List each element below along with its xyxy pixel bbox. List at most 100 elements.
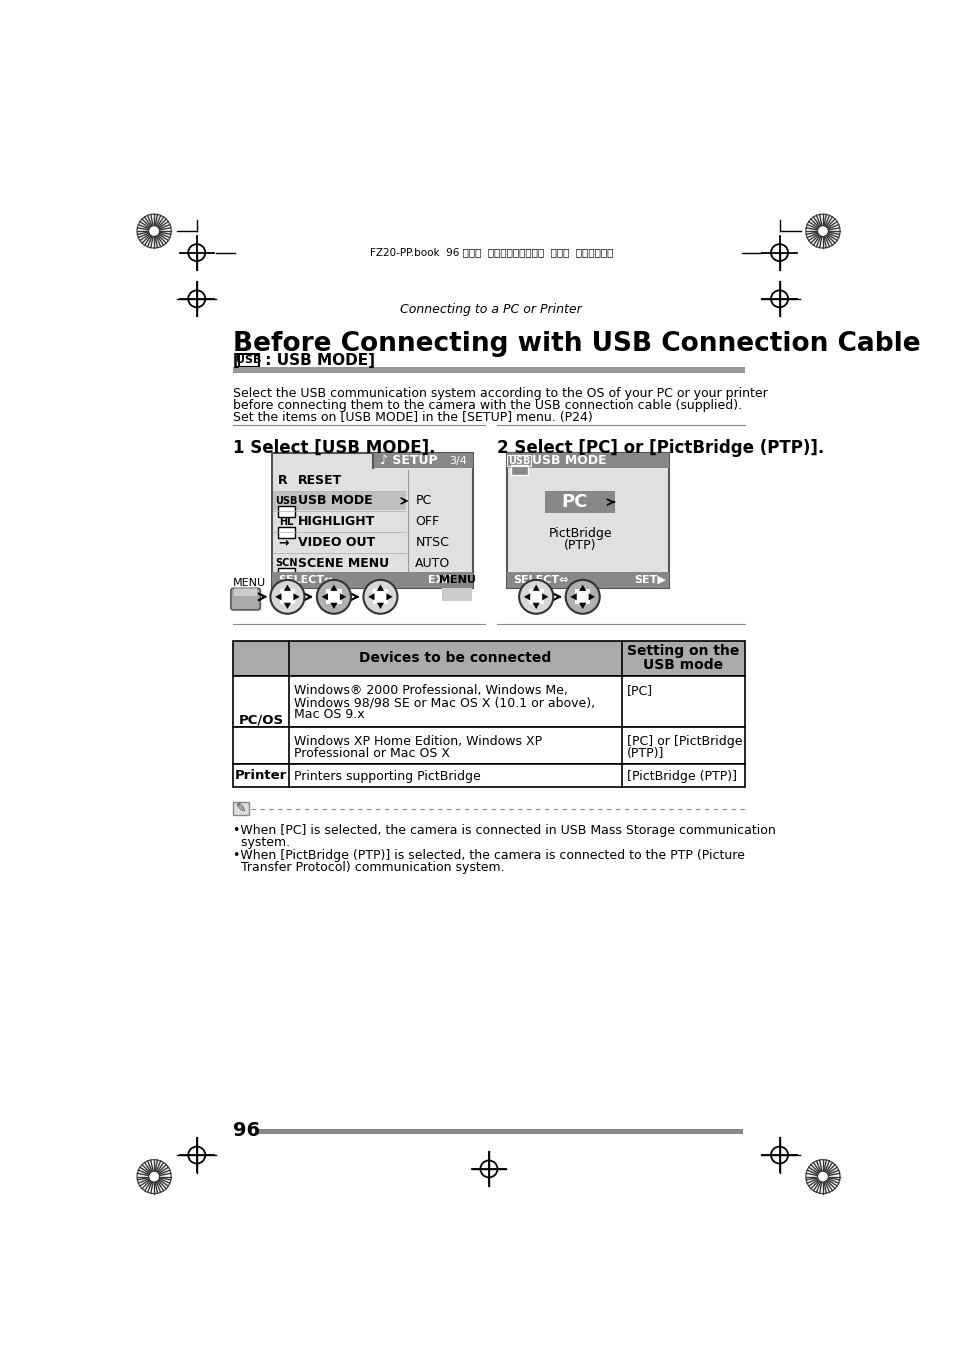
- Bar: [373, 589, 388, 604]
- Text: FZ20-PP.book  96 ページ  ２００４年７月６日  火曜日  午後２時６分: FZ20-PP.book 96 ページ ２００４年７月６日 火曜日 午後２時６分: [369, 248, 612, 257]
- Polygon shape: [523, 593, 530, 600]
- Text: : USB MODE]: : USB MODE]: [260, 353, 375, 368]
- Bar: [233, 727, 744, 764]
- Polygon shape: [330, 603, 337, 609]
- Text: system.: system.: [233, 836, 290, 849]
- FancyBboxPatch shape: [510, 465, 527, 474]
- Text: Transfer Protocol) communication system.: Transfer Protocol) communication system.: [233, 861, 504, 874]
- Bar: [272, 572, 473, 588]
- Text: 96: 96: [233, 1122, 260, 1140]
- Polygon shape: [284, 603, 291, 609]
- Text: (PTP): (PTP): [563, 539, 596, 551]
- Text: SET▶: SET▶: [634, 574, 666, 585]
- Circle shape: [518, 580, 553, 613]
- FancyBboxPatch shape: [278, 569, 294, 580]
- Polygon shape: [376, 603, 384, 609]
- FancyBboxPatch shape: [231, 588, 260, 609]
- Polygon shape: [330, 585, 337, 590]
- Text: [PC] or [PictBridge: [PC] or [PictBridge: [626, 735, 741, 748]
- Text: RESET: RESET: [298, 473, 342, 487]
- Bar: [506, 453, 669, 588]
- Polygon shape: [284, 585, 291, 590]
- Bar: [528, 589, 543, 604]
- Text: EXIT: EXIT: [428, 574, 456, 585]
- Text: (PTP)]: (PTP)]: [626, 747, 663, 760]
- Circle shape: [149, 1171, 159, 1182]
- Polygon shape: [532, 585, 539, 590]
- FancyBboxPatch shape: [233, 588, 257, 596]
- Text: R: R: [278, 473, 288, 487]
- Text: Printers supporting PictBridge: Printers supporting PictBridge: [294, 770, 480, 783]
- Text: USB MODE: USB MODE: [531, 454, 605, 466]
- Polygon shape: [376, 585, 384, 590]
- Circle shape: [817, 225, 827, 236]
- Bar: [506, 453, 669, 468]
- Text: AUTO: AUTO: [415, 557, 450, 570]
- FancyBboxPatch shape: [278, 506, 294, 516]
- Bar: [233, 802, 249, 814]
- Text: •When [PC] is selected, the camera is connected in USB Mass Storage communicatio: •When [PC] is selected, the camera is co…: [233, 824, 775, 837]
- Text: Devices to be connected: Devices to be connected: [359, 651, 551, 666]
- Text: Before Connecting with USB Connection Cable: Before Connecting with USB Connection Ca…: [233, 332, 920, 357]
- Circle shape: [363, 580, 397, 613]
- Text: Windows 98/98 SE or Mac OS X (10.1 or above),: Windows 98/98 SE or Mac OS X (10.1 or ab…: [294, 696, 594, 709]
- Text: USB mode: USB mode: [642, 658, 722, 673]
- Text: MENU: MENU: [233, 578, 266, 588]
- Text: VIDEO OUT: VIDEO OUT: [298, 537, 375, 549]
- Circle shape: [270, 580, 304, 613]
- Text: PictBridge: PictBridge: [548, 527, 612, 541]
- Text: before connecting them to the camera with the USB connection cable (supplied).: before connecting them to the camera wit…: [233, 399, 741, 412]
- Bar: [442, 588, 472, 601]
- Text: Printer: Printer: [234, 768, 287, 782]
- Polygon shape: [321, 593, 328, 600]
- Text: USB: USB: [275, 496, 297, 506]
- Circle shape: [817, 1171, 827, 1182]
- Polygon shape: [368, 593, 375, 600]
- Text: ✎: ✎: [235, 802, 246, 816]
- Text: 2 Select [PC] or [PictBridge (PTP)].: 2 Select [PC] or [PictBridge (PTP)].: [497, 439, 823, 457]
- Bar: [233, 764, 744, 787]
- Text: Set the items on [USB MODE] in the [SETUP] menu. (P24): Set the items on [USB MODE] in the [SETU…: [233, 411, 593, 425]
- Bar: [506, 572, 669, 588]
- Bar: [254, 1128, 742, 1134]
- Text: 3/4: 3/4: [449, 456, 467, 465]
- Text: USB MODE: USB MODE: [298, 495, 373, 507]
- Text: Windows XP Home Edition, Windows XP: Windows XP Home Edition, Windows XP: [294, 735, 541, 748]
- Text: Select the USB communication system according to the OS of your PC or your print: Select the USB communication system acco…: [233, 387, 767, 399]
- Polygon shape: [578, 585, 586, 590]
- Bar: [233, 640, 744, 677]
- Polygon shape: [294, 593, 299, 600]
- Text: USB: USB: [507, 456, 530, 465]
- Bar: [279, 589, 294, 604]
- Polygon shape: [339, 593, 346, 600]
- Polygon shape: [532, 603, 539, 609]
- Text: PC/OS: PC/OS: [238, 713, 283, 727]
- Bar: [373, 453, 473, 468]
- Text: OFF: OFF: [415, 515, 439, 528]
- Bar: [545, 491, 615, 512]
- Polygon shape: [570, 593, 577, 600]
- Text: PC: PC: [415, 495, 431, 507]
- Bar: [575, 589, 590, 604]
- Text: USB: USB: [235, 356, 261, 365]
- Circle shape: [316, 580, 351, 613]
- Text: →: →: [278, 537, 289, 549]
- Polygon shape: [588, 593, 595, 600]
- Text: •When [PictBridge (PTP)] is selected, the camera is connected to the PTP (Pictur: •When [PictBridge (PTP)] is selected, th…: [233, 849, 744, 861]
- Text: [PictBridge (PTP)]: [PictBridge (PTP)]: [626, 770, 736, 783]
- Bar: [233, 368, 744, 373]
- Circle shape: [149, 225, 159, 236]
- Circle shape: [565, 580, 599, 613]
- Polygon shape: [386, 593, 393, 600]
- FancyBboxPatch shape: [238, 355, 258, 367]
- Text: [: [: [233, 353, 240, 368]
- Text: Connecting to a PC or Printer: Connecting to a PC or Printer: [400, 303, 581, 315]
- Bar: [274, 492, 406, 510]
- Text: SELECT⇔: SELECT⇔: [278, 574, 334, 585]
- Text: ♪ SETUP: ♪ SETUP: [380, 454, 437, 466]
- Polygon shape: [578, 603, 586, 609]
- Text: SCN: SCN: [275, 558, 297, 569]
- Polygon shape: [541, 593, 548, 600]
- Bar: [272, 453, 473, 588]
- Text: HIGHLIGHT: HIGHLIGHT: [298, 515, 375, 528]
